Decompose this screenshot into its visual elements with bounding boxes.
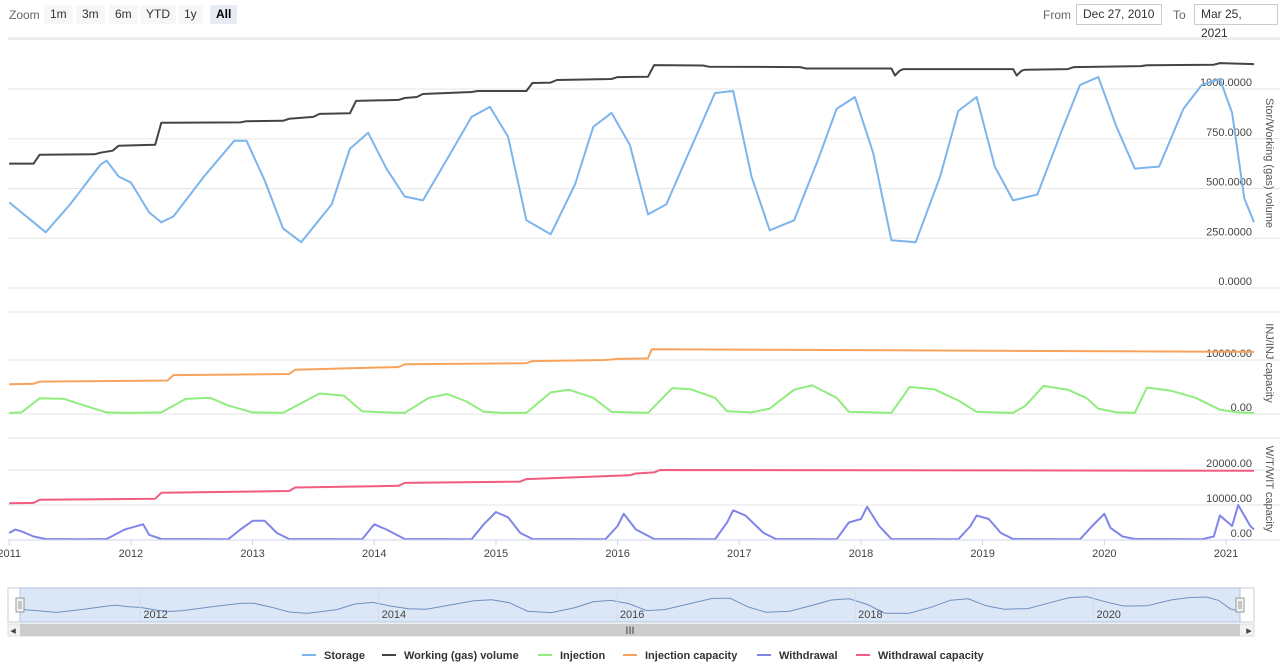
chart-pane-1: 0.0000 250.0000 500.0000 750.0000 1000.0000 S… (8, 37, 1280, 289)
navigator-left-handle (15, 597, 25, 613)
legend-item-injection[interactable]: Injection (538, 650, 605, 662)
chart-pane-3: 0.00 10000.00 20000.00 W/T/WIT capacity (8, 437, 1280, 541)
y-axis-title: INJ/INJ capacity (1263, 323, 1275, 403)
chart-pane-2: 0.00 10000.00 INJ/INJ capacity (8, 311, 1280, 415)
y-tick-label: 1000.0000 (1200, 77, 1252, 89)
x-tick-label: 2013 (240, 548, 264, 560)
zoom-all-button[interactable]: All (210, 5, 238, 24)
legend-swatch (382, 654, 396, 657)
scrollbar-thumb (20, 624, 1240, 636)
y-tick-label: 10000.00 (1206, 348, 1252, 360)
navigator-right-handle (1235, 597, 1245, 613)
navigator-series (21, 596, 1241, 614)
navigator-year-label: 2012 (143, 609, 167, 621)
navigator-year-label: 2016 (620, 609, 644, 621)
series-line-injection (9, 384, 1255, 414)
chart-panes: 0.0000 250.0000 500.0000 750.0000 1000.0000 S… (8, 37, 1280, 541)
zoom-label: Zoom (9, 8, 40, 22)
series-line-withdrawal (8, 504, 1255, 541)
y-axis-title: Stor/Working (gas) volume (1263, 98, 1275, 228)
legend-swatch (757, 654, 771, 657)
from-label: From (1043, 8, 1071, 22)
y-tick-label: 0.00 (1231, 402, 1252, 414)
x-tick-label: 2019 (970, 548, 994, 560)
legend-swatch (302, 654, 316, 657)
x-tick-label: 2011 (0, 548, 21, 560)
to-date-input[interactable]: Mar 25, 2021 (1194, 4, 1278, 40)
y-tick-label: 0.00 (1231, 528, 1252, 540)
range-selector: Zoom 1m 3m 6m YTD 1y All From Dec 27, 20… (0, 0, 1280, 40)
zoom-1y-button[interactable]: 1y (178, 5, 203, 24)
legend-label: Working (gas) volume (404, 650, 519, 662)
legend-swatch (538, 654, 552, 657)
legend-label: Injection capacity (645, 650, 738, 662)
navigator-year-label: 2020 (1096, 609, 1120, 621)
y-tick-label: 500.0000 (1206, 177, 1252, 189)
series-line-storage (8, 76, 1255, 244)
x-tick-label: 2020 (1092, 548, 1116, 560)
legend-item-working-volume[interactable]: Working (gas) volume (382, 650, 519, 662)
zoom-1m-button[interactable]: 1m (44, 5, 73, 24)
legend-item-injection-capacity[interactable]: Injection capacity (623, 650, 737, 662)
series-line-withdrawal-capacity (9, 469, 1255, 505)
legend-label: Withdrawal (779, 650, 838, 662)
series-line-injection-capacity (9, 348, 1255, 386)
x-tick-label: 2012 (119, 548, 143, 560)
legend: Storage Working (gas) volume Injection I… (0, 650, 1280, 666)
y-tick-label: 10000.00 (1206, 493, 1252, 505)
x-tick-label: 2021 (1214, 548, 1238, 560)
y-tick-label: 250.0000 (1206, 226, 1252, 238)
series-line-working (9, 62, 1255, 165)
zoom-ytd-button[interactable]: YTD (140, 5, 176, 24)
scroll-left-arrow: ◂ (10, 625, 16, 637)
y-axis-title: W/T/WIT capacity (1263, 446, 1275, 533)
x-tick-label: 2016 (605, 548, 629, 560)
x-axis: 2011 2012 2013 2014 2015 2016 2017 2018 2019 2020… (0, 539, 1254, 560)
navigator-year-label: 2014 (382, 609, 406, 621)
legend-swatch (623, 654, 637, 657)
stock-chart: 0.0000 250.0000 500.0000 750.0000 1000.0000 S… (0, 37, 1280, 637)
x-tick-label: 2018 (849, 548, 873, 560)
from-date-input[interactable]: Dec 27, 2010 (1076, 4, 1162, 25)
zoom-3m-button[interactable]: 3m (76, 5, 105, 24)
scroll-right-arrow: ▸ (1246, 625, 1252, 637)
legend-item-storage[interactable]: Storage (302, 650, 365, 662)
x-tick-label: 2017 (727, 548, 751, 560)
legend-swatch (856, 654, 870, 657)
x-tick-label: 2014 (362, 548, 386, 560)
legend-label: Storage (324, 650, 365, 662)
legend-label: Withdrawal capacity (878, 650, 984, 662)
navigator-year-label: 2018 (858, 609, 882, 621)
x-tick-label: 2015 (484, 548, 508, 560)
scrollbar-grip: III (625, 625, 634, 637)
to-label: To (1173, 8, 1186, 22)
legend-item-withdrawal[interactable]: Withdrawal (757, 650, 838, 662)
y-tick-label: 0.0000 (1218, 276, 1252, 288)
legend-label: Injection (560, 650, 606, 662)
zoom-6m-button[interactable]: 6m (109, 5, 138, 24)
y-tick-label: 750.0000 (1206, 127, 1252, 139)
legend-item-withdrawal-capacity[interactable]: Withdrawal capacity (856, 650, 984, 662)
y-tick-label: 20000.00 (1206, 458, 1252, 470)
navigator[interactable]: 2012 2014 2016 2018 2020 III ◂ ▸ (7, 587, 1255, 637)
